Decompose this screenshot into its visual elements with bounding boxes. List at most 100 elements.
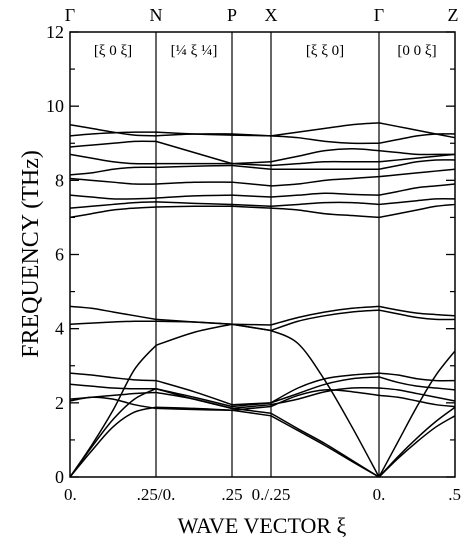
branch-line-seg4-b17 [378, 122, 456, 139]
branch-line-seg3-b4 [270, 386, 380, 406]
direction-label: [ξ ξ 0] [306, 43, 344, 59]
x-tick-label: .5 [448, 485, 461, 504]
branch-line-seg3-b7 [270, 309, 380, 332]
y-tick-label: 6 [55, 245, 64, 265]
branch-line-seg2-b13 [231, 164, 272, 170]
branch-line-seg4-b9 [378, 203, 456, 219]
branch-line-seg3-b9 [270, 207, 380, 219]
branch-line-seg4-b5 [378, 376, 456, 391]
branch-line-seg4-b7 [378, 309, 456, 321]
branch-line-seg3-b17 [270, 122, 380, 137]
branch-line-seg0-b1 [69, 406, 157, 478]
y-tick-label: 2 [55, 393, 64, 413]
branch-line-seg3-b3 [270, 388, 380, 408]
branch-line-seg4-b4 [378, 387, 456, 402]
symmetry-point-label: P [227, 5, 237, 25]
branch-line-seg2-b17 [231, 133, 272, 137]
branch-line-seg0-b17 [69, 123, 157, 137]
branch-line-seg2-b4 [231, 403, 272, 410]
branch-line-seg4-b8 [378, 305, 456, 317]
branch-line-seg4-b14 [378, 153, 456, 163]
branch-line-seg0-b4 [69, 391, 157, 400]
branch-line-seg1-b5 [155, 388, 233, 408]
x-tick-label: 0. [373, 485, 386, 504]
symmetry-point-label: N [150, 5, 163, 25]
x-tick-label: 0. [64, 485, 77, 504]
branch-line-seg3-b10 [270, 201, 380, 208]
branch-line-seg1-b12 [155, 181, 233, 185]
x-tick-label: .25 [221, 485, 242, 504]
plot-frame [69, 31, 456, 478]
branch-line-seg2-b11 [231, 194, 272, 198]
x-tick-label: .25/0. [137, 485, 176, 504]
branch-line-seg3-b12 [270, 175, 380, 187]
branch-line-seg4-b3 [378, 394, 456, 408]
branch-line-seg2-b3 [231, 405, 272, 411]
branch-line-seg1-b3 [155, 407, 233, 411]
branch-line-seg3-b5 [270, 376, 380, 404]
branch-line-seg0-b14 [69, 153, 157, 165]
y-tick-label: 10 [46, 96, 64, 116]
branch-line-seg1-b6 [155, 379, 233, 406]
branch-line-seg0-b2 [69, 344, 157, 478]
branch-line-seg2-b15 [231, 161, 272, 165]
branch-line-seg0-b3 [69, 396, 157, 410]
branch-line-seg0-b6 [69, 372, 157, 382]
branch-line-seg1-b15 [155, 140, 233, 165]
symmetry-point-label: Γ [374, 5, 384, 25]
branch-line-seg2-b10 [231, 203, 272, 208]
branch-line-seg3-b15 [270, 148, 380, 163]
direction-label: [¼ ξ ¼] [171, 43, 218, 59]
branch-line-seg4-b10 [378, 197, 456, 206]
segment-dividers [155, 32, 380, 477]
branch-line-seg3-b14 [270, 160, 379, 167]
branch-line-seg1-b17 [155, 133, 233, 137]
branch-line-seg0-b13 [69, 166, 157, 176]
direction-label: [ξ 0 ξ] [94, 43, 132, 59]
branch-line-seg1-b13 [155, 164, 233, 169]
branch-line-seg3-b1 [270, 415, 380, 478]
branch-line-seg1-b10 [155, 201, 233, 206]
branch-line-seg3-b6 [270, 372, 380, 404]
direction-labels: [ξ 0 ξ] [¼ ξ ¼] [ξ ξ 0] [0 0 ξ] [94, 43, 437, 59]
branch-line-seg0-b7 [69, 320, 157, 325]
symmetry-point-label: X [265, 5, 278, 25]
branch-line-seg0-b0 [69, 388, 157, 478]
branch-line-seg0-b12 [69, 177, 157, 185]
branch-line-seg4-b12 [378, 168, 456, 178]
x-axis-ticks: 0. .25/0. .25 0./.25 0. .5 [64, 485, 461, 504]
branch-line-seg4-b15 [378, 149, 455, 156]
branch-line-seg4-b11 [378, 183, 456, 196]
branch-line-seg1-b2 [155, 323, 233, 347]
branch-line-seg0-b10 [69, 201, 157, 209]
branch-line-seg1-b11 [155, 194, 233, 199]
branch-line-seg1-b8 [155, 318, 233, 325]
branch-line-seg2-b9 [231, 205, 272, 209]
dispersion-branches [69, 122, 456, 478]
branch-line-seg0-b15 [69, 140, 157, 148]
branch-line-seg1-b4 [155, 391, 233, 410]
symmetry-point-label: Z [448, 5, 459, 25]
branch-line-seg3-b16 [270, 135, 380, 145]
y-tick-label: 8 [55, 170, 64, 190]
branch-line-seg0-b11 [69, 194, 157, 200]
y-axis-label: FREQUENCY (THz) [18, 150, 44, 358]
x-axis-label: WAVE VECTOR ξ [178, 513, 347, 538]
branch-line-seg4-b1 [378, 406, 456, 478]
branch-line-seg3-b8 [270, 305, 380, 326]
y-tick-label: 12 [46, 22, 64, 42]
branch-line-seg2-b6 [231, 402, 272, 406]
x-tick-label: 0./.25 [252, 485, 291, 504]
branch-line-seg3-b2 [270, 329, 380, 478]
branch-line-seg4-b16 [378, 133, 456, 144]
branch-line-seg2-b8 [231, 323, 272, 326]
direction-label: [0 0 ξ] [397, 43, 436, 59]
branch-line-seg4-b13 [378, 159, 456, 170]
branch-line-seg2-b12 [231, 181, 272, 187]
branch-line-seg4-b2 [378, 350, 456, 478]
y-tick-label: 0 [55, 467, 64, 487]
y-axis-ticks: 0 2 4 6 8 10 12 [46, 22, 455, 487]
branch-line-seg4-b6 [378, 372, 456, 382]
